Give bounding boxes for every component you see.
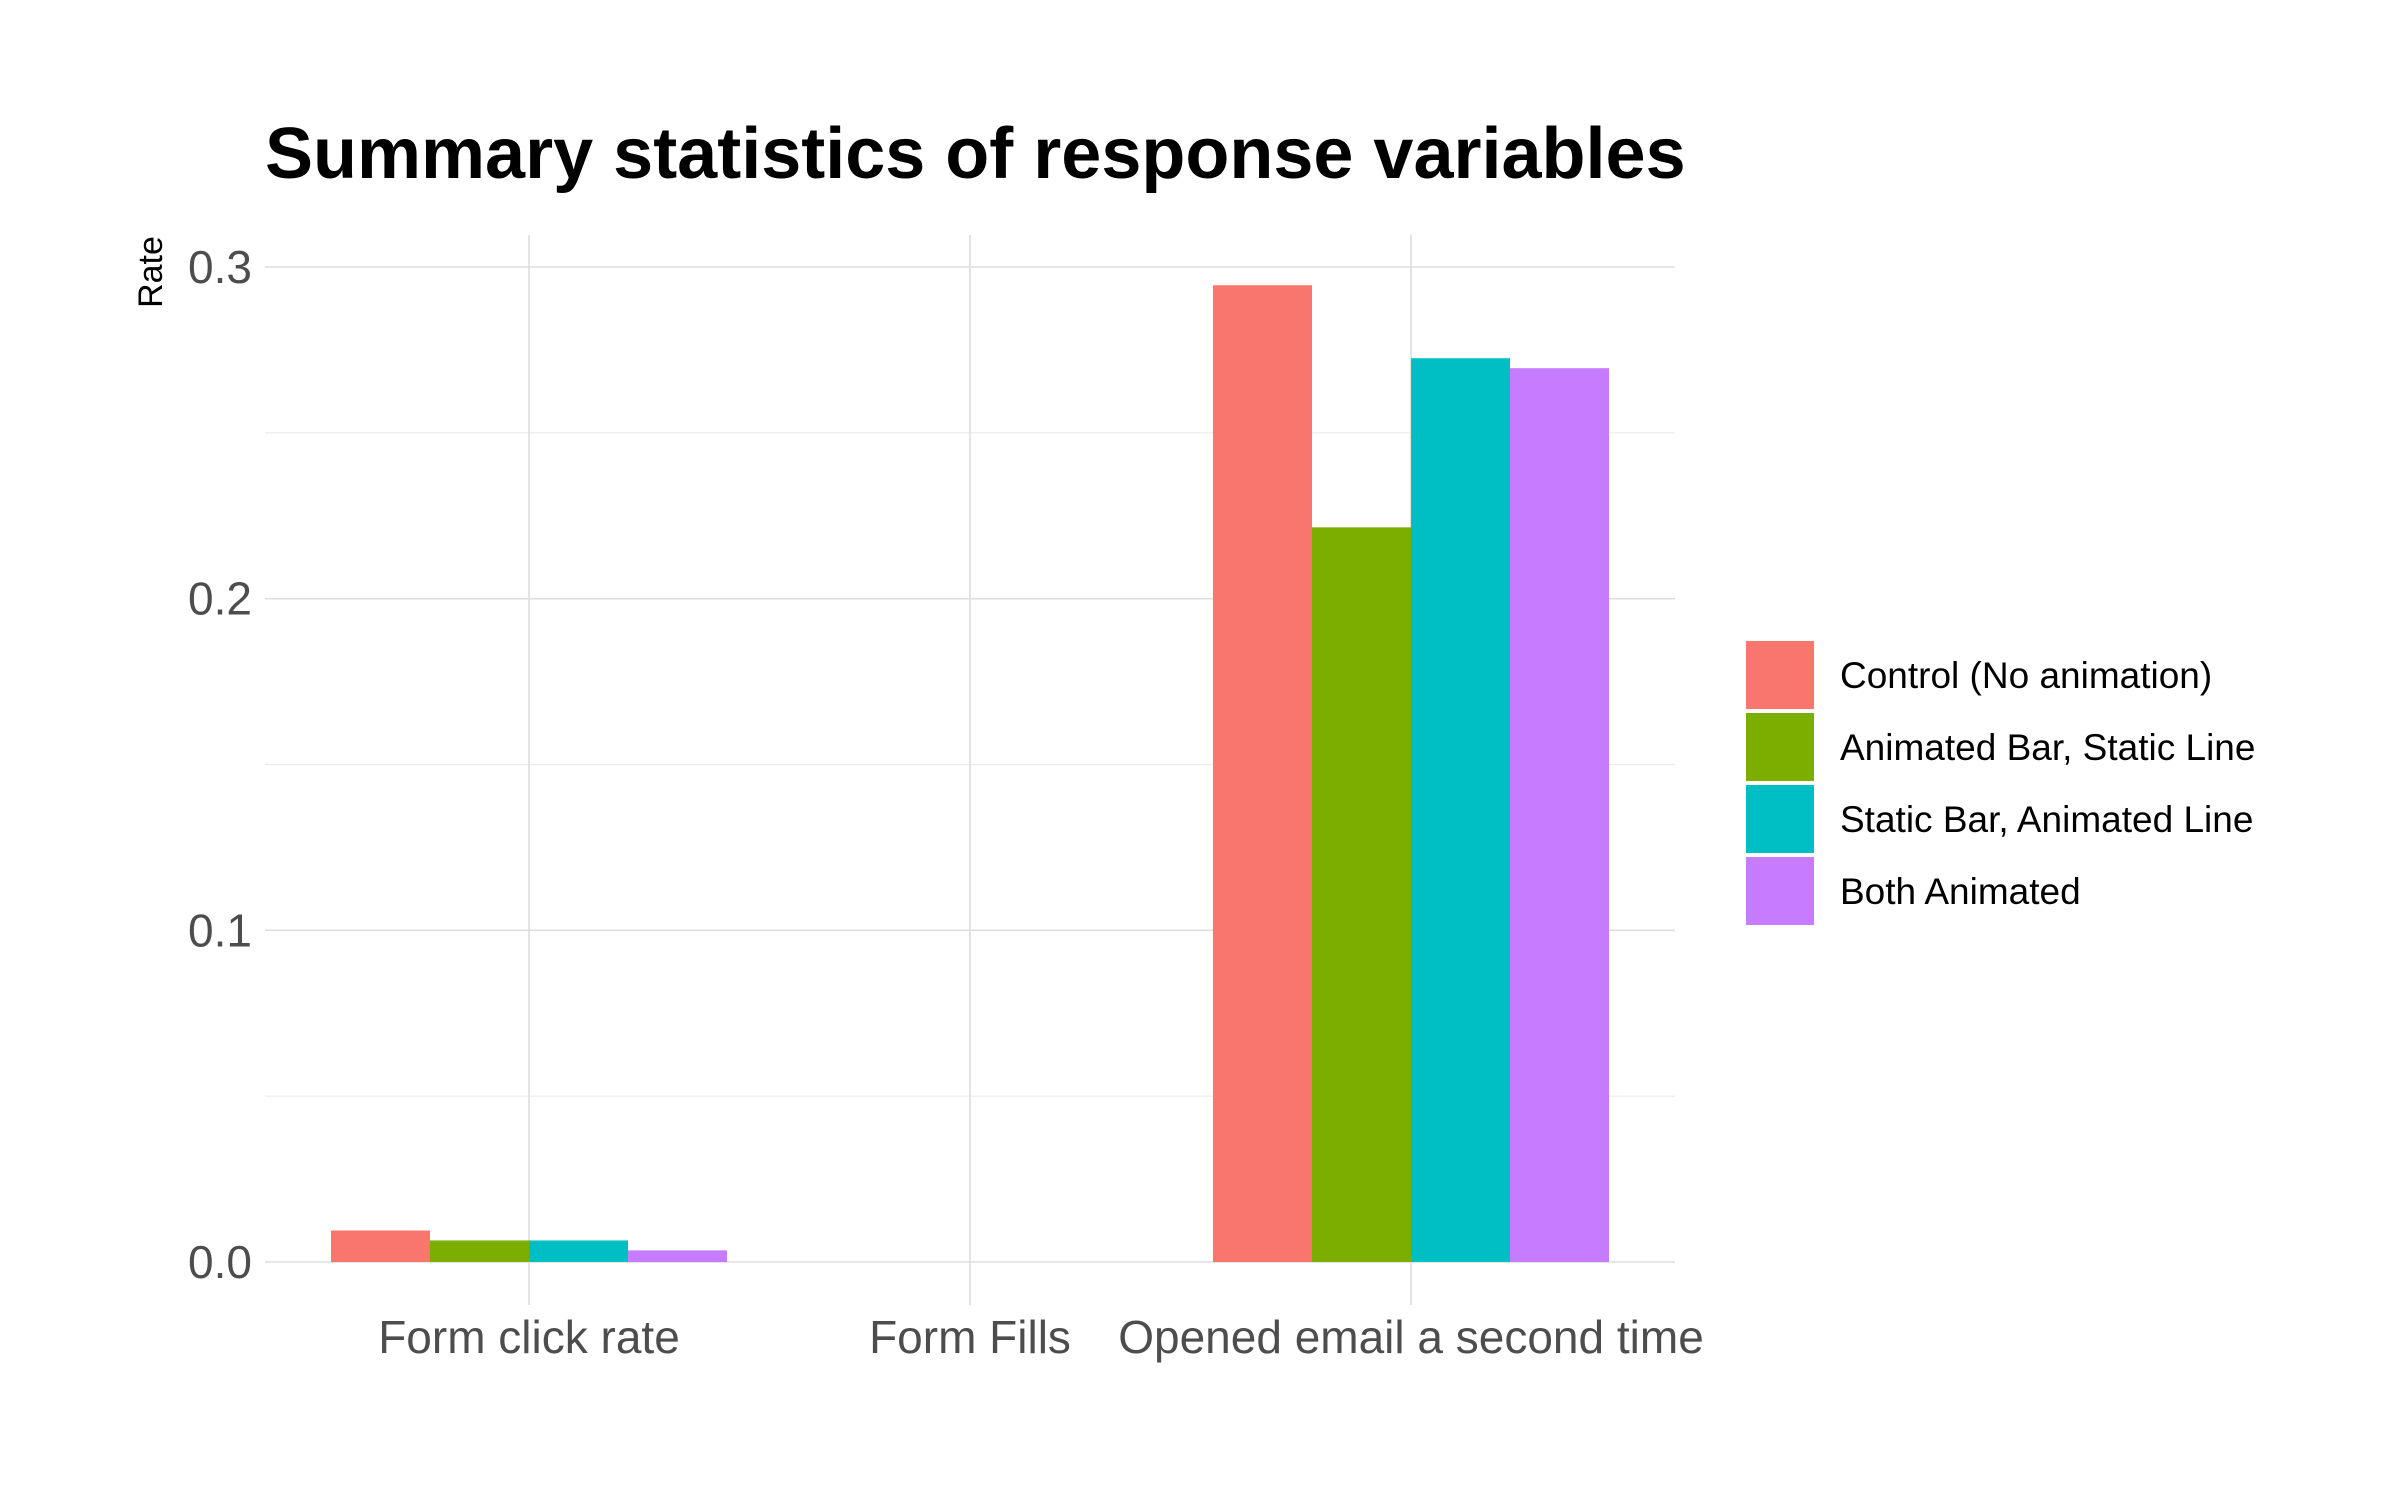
- bar: [331, 1230, 430, 1262]
- bar: [1411, 358, 1510, 1262]
- bars: [331, 285, 1609, 1262]
- legend-label: Static Bar, Animated Line: [1840, 799, 2253, 840]
- legend: Control (No animation) Animated Bar, Stat…: [1746, 641, 2255, 925]
- y-axis-ticks: 0.0 0.1 0.2 0.3: [188, 241, 252, 1288]
- y-tick-label: 0.1: [188, 904, 252, 956]
- bar: [1213, 285, 1312, 1262]
- bar: [1510, 368, 1609, 1262]
- legend-label: Control (No animation): [1840, 655, 2212, 696]
- x-tick-label: Opened email a second time: [1118, 1311, 1704, 1363]
- x-axis-ticks: Form click rate Form Fills Opened email a …: [378, 1311, 1704, 1363]
- y-tick-label: 0.3: [188, 241, 252, 293]
- bar: [1312, 527, 1411, 1262]
- legend-key: [1746, 785, 1814, 853]
- y-tick-label: 0.2: [188, 573, 252, 625]
- x-tick-label: Form click rate: [378, 1311, 680, 1363]
- chart-title: Summary statistics of response variables: [265, 114, 1686, 194]
- y-tick-label: 0.0: [188, 1236, 252, 1288]
- legend-label: Animated Bar, Static Line: [1840, 727, 2255, 768]
- bar: [628, 1250, 727, 1262]
- legend-key: [1746, 857, 1814, 925]
- legend-key: [1746, 641, 1814, 709]
- x-tick-label: Form Fills: [869, 1311, 1071, 1363]
- bar: [430, 1240, 529, 1262]
- legend-key: [1746, 713, 1814, 781]
- legend-label: Both Animated: [1840, 871, 2081, 912]
- y-axis-title: Rate: [132, 236, 170, 308]
- bar: [529, 1240, 628, 1262]
